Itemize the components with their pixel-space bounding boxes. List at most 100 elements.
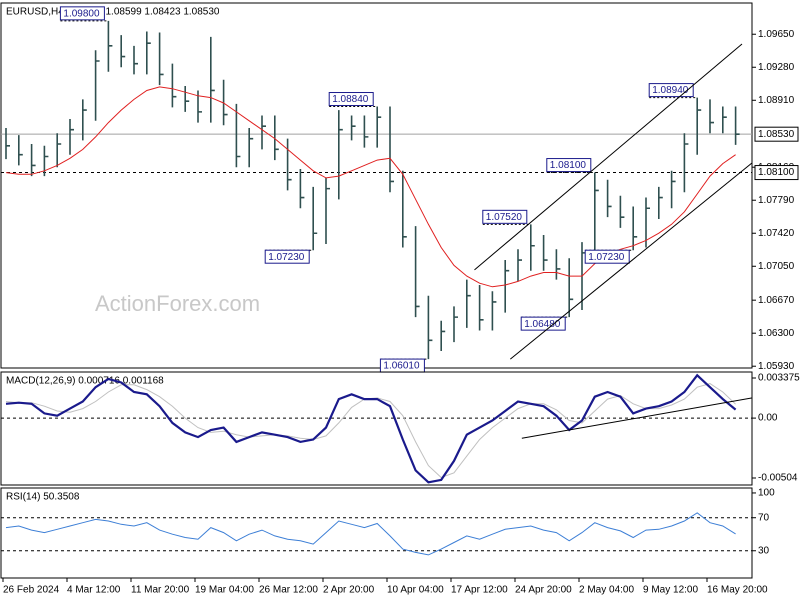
y-tick-label: -0.00504	[758, 473, 798, 484]
ohlc-bar	[286, 138, 292, 191]
x-tick-label: 11 Mar 20:00	[131, 585, 190, 596]
watermark: ActionForex.com	[95, 291, 260, 316]
ohlc-bar	[632, 206, 638, 251]
ohlc-bar	[18, 135, 23, 166]
x-tick-label: 2 Apr 20:00	[323, 585, 375, 596]
x-tick-label: 10 Apr 04:00	[387, 585, 444, 596]
x-tick-label: 26 Feb 2024	[3, 585, 60, 596]
ohlc-bar	[120, 35, 126, 68]
annotation-label: 1.08100	[550, 160, 587, 171]
ohlc-bar	[30, 144, 36, 177]
ohlc-bar	[619, 195, 625, 228]
annotation-box	[584, 249, 630, 264]
ohlc-bar	[274, 115, 279, 161]
ohlc-bar	[606, 179, 612, 218]
ohlc-bar	[734, 106, 740, 145]
x-tick-label: 4 Mar 12:00	[67, 585, 121, 596]
ohlc-bar	[645, 197, 650, 248]
annotation-label: 1.07230	[588, 252, 625, 263]
price-level-label: 1.08530	[758, 129, 795, 140]
x-tick-label: 19 Mar 04:00	[195, 585, 254, 596]
annotation-label: 1.06480	[524, 319, 561, 330]
ohlc-bar	[5, 127, 10, 160]
y-tick-label: 1.06670	[758, 295, 795, 306]
y-tick-label: 30	[758, 545, 770, 556]
x-tick-label: 26 Mar 12:00	[259, 585, 318, 596]
ohlc-bar	[197, 90, 202, 123]
x-tick-label: 16 May 20:00	[707, 585, 768, 596]
ohlc-bar	[171, 63, 177, 108]
ohlc-bar	[389, 106, 394, 193]
annotation-box	[546, 158, 592, 173]
y-tick-label: 1.07050	[758, 261, 795, 272]
y-tick-label: 1.09650	[758, 29, 795, 40]
ohlc-bar	[312, 186, 318, 251]
ohlc-bar	[184, 85, 190, 112]
ohlc-bar	[478, 285, 484, 331]
y-tick-label: 0.00	[758, 413, 778, 424]
panel-title: EURUSD,H4 1.08565 1.08599 1.08423 1.0853…	[6, 7, 220, 18]
ohlc-bar	[299, 168, 305, 209]
y-tick-label: 1.08910	[758, 95, 795, 106]
ohlc-bar	[146, 31, 151, 75]
panel-title: MACD(12,26,9) 0.000716 0.001168	[6, 376, 164, 387]
ohlc-bar	[440, 320, 446, 352]
annotation-label: 1.09800	[63, 8, 100, 19]
ohlc-bar	[517, 249, 522, 282]
ohlc-bar	[466, 279, 471, 328]
annotation-label: 1.07230	[268, 252, 305, 263]
trendline	[510, 162, 753, 360]
annotation-box	[482, 209, 528, 224]
ohlc-bar	[350, 115, 356, 141]
ohlc-bar	[670, 170, 676, 209]
ohlc-bar	[722, 106, 727, 134]
ohlc-bar	[43, 145, 49, 177]
ohlc-bar	[235, 103, 241, 168]
annotation-label: 1.07520	[486, 212, 523, 223]
ohlc-bar	[94, 50, 100, 121]
panel-frame	[0, 371, 753, 486]
x-tick-label: 24 Apr 20:00	[515, 585, 572, 596]
annotation-box	[264, 249, 310, 264]
ohlc-bar	[542, 235, 548, 271]
ohlc-bar	[222, 79, 228, 126]
y-tick-label: 1.07790	[758, 195, 795, 206]
panel-frame	[0, 2, 753, 369]
annotation-label: 1.08840	[332, 94, 369, 105]
ohlc-bar	[69, 119, 74, 155]
indicator-line	[5, 383, 736, 479]
ohlc-bar	[82, 99, 87, 141]
x-tick-label: 2 May 04:00	[579, 585, 634, 596]
ohlc-bar	[414, 226, 420, 318]
ohlc-bar	[363, 115, 369, 148]
x-tick-label: 9 May 12:00	[643, 585, 698, 596]
ohlc-bar	[158, 32, 164, 86]
y-tick-label: 1.06300	[758, 328, 795, 339]
ohlc-bar	[56, 133, 62, 168]
ohlc-bar	[210, 36, 215, 123]
ohlc-bar	[696, 97, 702, 155]
y-tick-label: 1.05930	[758, 361, 795, 372]
ohlc-bar	[261, 115, 266, 150]
y-tick-label: 0.003375	[758, 373, 800, 384]
y-tick-label: 1.07420	[758, 228, 795, 239]
ohlc-bar	[338, 110, 343, 200]
ohlc-bar	[427, 295, 433, 360]
ohlc-bar	[594, 172, 599, 264]
panel-title: RSI(14) 50.3508	[6, 492, 80, 503]
annotation-box	[328, 92, 374, 107]
ohlc-bar	[133, 45, 138, 75]
trendline	[474, 43, 743, 271]
annotation-label: 1.06010	[383, 361, 420, 372]
annotation-box	[59, 6, 105, 21]
trendline	[521, 397, 753, 439]
ohlc-bar	[555, 249, 561, 280]
y-tick-label: 70	[758, 512, 770, 523]
ohlc-bar	[504, 260, 510, 313]
ohlc-bar	[402, 170, 407, 248]
ohlc-bar	[453, 306, 458, 343]
ohlc-bar	[658, 186, 663, 219]
ohlc-bar	[248, 127, 254, 168]
